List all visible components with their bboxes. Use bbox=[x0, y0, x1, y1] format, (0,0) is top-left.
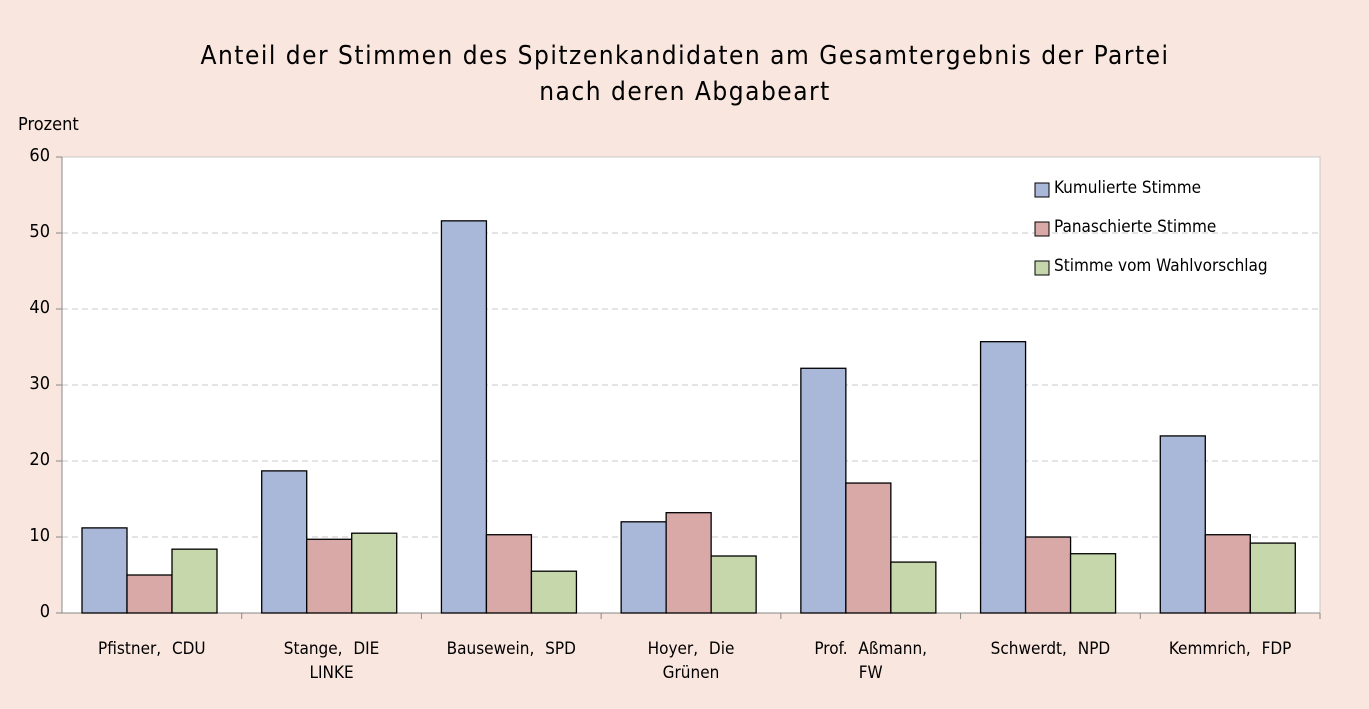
bar bbox=[1024, 536, 1072, 614]
x-tick-label: Kemmrich, FDP bbox=[1168, 639, 1292, 659]
bar bbox=[890, 561, 937, 614]
bar bbox=[171, 548, 218, 614]
bar bbox=[485, 534, 533, 614]
bar bbox=[845, 482, 892, 614]
x-tick-label: Pfistner, CDU bbox=[98, 639, 206, 659]
bar bbox=[800, 367, 847, 614]
y-tick-label: 60 bbox=[29, 145, 50, 166]
y-tick-label: 40 bbox=[29, 297, 50, 318]
legend-label: Stimme vom Wahlvorschlag bbox=[1054, 256, 1268, 276]
chart-title: Anteil der Stimmen des Spitzenkandidaten… bbox=[200, 41, 1170, 107]
bar bbox=[530, 570, 578, 614]
y-axis-label: Prozent bbox=[18, 114, 79, 135]
bar bbox=[710, 555, 757, 614]
y-tick-label: 20 bbox=[29, 449, 50, 470]
bar bbox=[261, 470, 308, 614]
bar bbox=[979, 341, 1027, 614]
legend-swatch bbox=[1034, 260, 1050, 276]
bar bbox=[1204, 534, 1251, 614]
y-tick-label: 10 bbox=[29, 525, 50, 546]
y-tick-label: 30 bbox=[29, 373, 50, 394]
bar bbox=[306, 538, 353, 614]
x-tick-label: Schwerdt, NPD bbox=[990, 639, 1111, 659]
y-tick-label: 50 bbox=[29, 221, 50, 242]
bar bbox=[620, 521, 667, 614]
x-tick-label: Bausewein, SPD bbox=[446, 639, 576, 659]
x-tick-label: Hoyer, Die Grünen bbox=[647, 639, 735, 683]
legend-swatch bbox=[1034, 182, 1050, 198]
bar bbox=[665, 512, 712, 614]
x-tick-label: Prof. Aßmann, FW bbox=[814, 639, 928, 683]
bar bbox=[351, 532, 398, 614]
bar bbox=[1069, 553, 1117, 614]
bar bbox=[126, 574, 173, 614]
y-tick-label: 0 bbox=[39, 601, 50, 622]
bar bbox=[1159, 435, 1206, 614]
legend-swatch bbox=[1034, 221, 1050, 237]
bar bbox=[440, 220, 488, 614]
bar bbox=[1249, 542, 1296, 614]
x-tick-label: Stange, DIE LINKE bbox=[283, 639, 380, 683]
legend-label: Panaschierte Stimme bbox=[1054, 217, 1217, 237]
bar bbox=[81, 527, 128, 614]
legend-label: Kumulierte Stimme bbox=[1054, 178, 1202, 198]
